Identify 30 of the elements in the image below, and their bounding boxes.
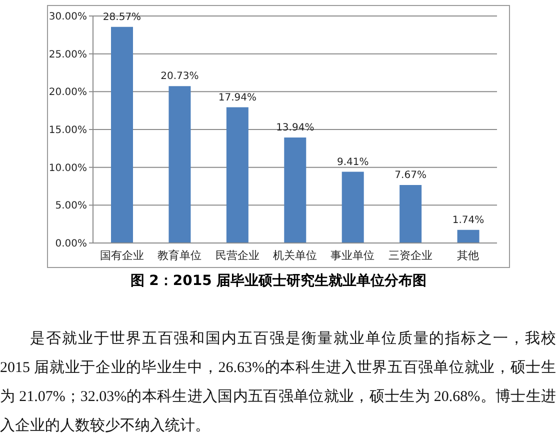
x-tick-label: 三资企业 <box>388 248 432 262</box>
x-tick-label: 其他 <box>457 248 480 262</box>
x-tick-label: 事业单位 <box>330 248 375 262</box>
data-label: 20.73% <box>160 71 199 82</box>
data-label: 28.57% <box>102 12 142 23</box>
y-tick-label: 30.00% <box>48 12 87 23</box>
bar <box>457 230 480 243</box>
text: 图 2：2015 届毕业硕士研究生就业单位分布图 <box>129 272 428 290</box>
data-label: 17.94% <box>218 92 256 104</box>
y-tick-label: 15.00% <box>48 125 87 136</box>
bar <box>111 26 133 243</box>
data-label: 9.41% <box>336 156 369 168</box>
bar <box>226 107 248 243</box>
x-tick-label: 民营企业 <box>215 248 260 262</box>
data-label: 13.94% <box>276 122 314 134</box>
y-tick-label: 0.00% <box>55 238 87 250</box>
y-tick-label: 25.00% <box>48 49 87 60</box>
data-label: 1.74% <box>452 214 484 226</box>
x-tick-label: 教育单位 <box>158 248 202 262</box>
bar <box>168 86 191 243</box>
x-tick-label: 国有企业 <box>100 248 144 262</box>
bar <box>342 172 364 243</box>
text: 是否就业于世界五百强和国内五百强是衡量就业单位质量的指标之一，我校 2015 届就业于企业的毕业生中，26.63%的本科生进入世界五百强单位就业，硕士生为 21.07%；32.03%的本科生进入国内五百强单位就业，硕士生为 20.68%。博士生进入企业的人数较少不纳入统计。 <box>0 329 556 436</box>
x-tick-label: 机关单位 <box>273 248 317 262</box>
bar <box>400 184 422 243</box>
bar <box>284 138 306 243</box>
y-tick-label: 5.00% <box>55 200 87 212</box>
data-label: 7.67% <box>394 170 426 181</box>
y-tick-label: 10.00% <box>48 162 87 174</box>
y-tick-label: 20.00% <box>48 87 87 98</box>
